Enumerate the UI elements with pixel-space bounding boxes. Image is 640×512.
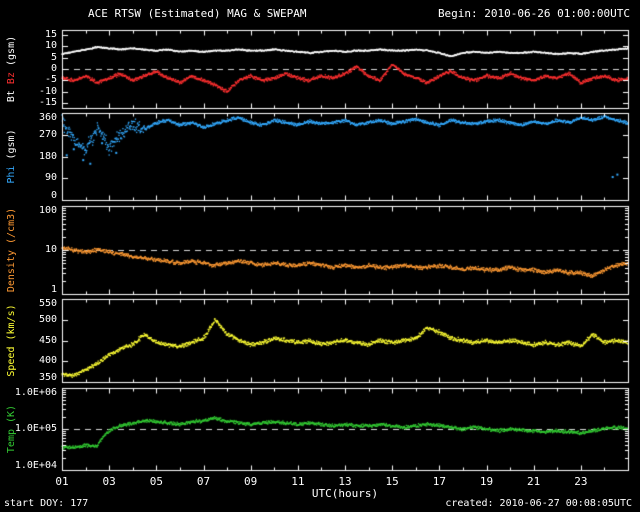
ace-rtsw-plot: ACE RTSW (Estimated) MAG & SWEPAM Begin:… <box>0 0 640 512</box>
chart-canvas <box>0 0 640 512</box>
